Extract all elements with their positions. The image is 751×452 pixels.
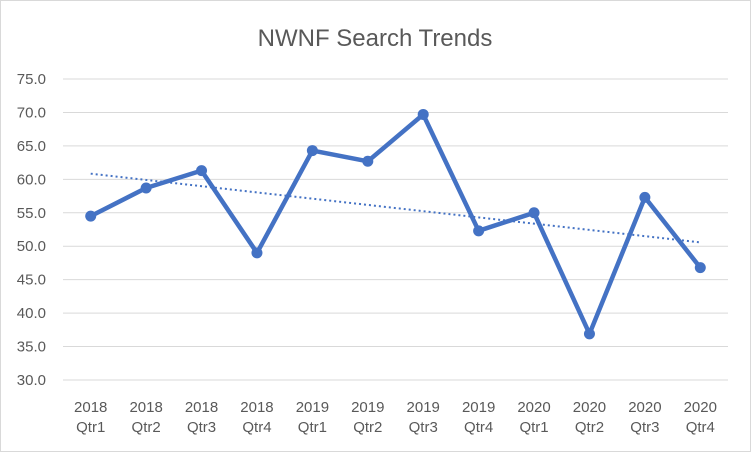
trendline [90, 172, 701, 244]
x-tick-label: 2020 Qtr2 [573, 399, 606, 436]
data-point [473, 225, 485, 237]
data-point [306, 145, 318, 157]
y-tick-label: 45.0 [17, 272, 46, 289]
y-tick-label: 70.0 [17, 104, 46, 121]
y-tick-label: 50.0 [17, 238, 46, 255]
data-point [528, 207, 540, 219]
chart-title: NWNF Search Trends [258, 25, 493, 52]
trendline-layer [90, 172, 701, 244]
data-point [583, 328, 595, 340]
x-tick-label: 2019 Qtr2 [351, 399, 384, 436]
data-point [251, 247, 263, 259]
x-tick-label: 2019 Qtr4 [462, 399, 495, 436]
y-tick-label: 55.0 [17, 205, 46, 222]
data-point [639, 191, 651, 203]
y-tick-label: 65.0 [17, 138, 46, 155]
x-tick-label: 2018 Qtr1 [74, 399, 107, 436]
data-point [140, 182, 152, 194]
x-tick-label: 2019 Qtr3 [407, 399, 440, 436]
x-axis-ticks: 2018 Qtr1 2018 Qtr2 2018 Qtr3 2018 Qtr4 2019 Qtr1… [74, 399, 717, 436]
data-point [694, 262, 706, 274]
x-tick-label: 2020 Qtr3 [628, 399, 661, 436]
y-tick-label: 75.0 [17, 71, 46, 88]
y-axis-ticks: 30.0 35.0 40.0 45.0 50.0 55.0 60.0 65.0 70.0 75.0 [17, 71, 46, 389]
gridlines [63, 78, 728, 381]
data-point [417, 108, 429, 120]
x-tick-label: 2020 Qtr4 [684, 399, 717, 436]
x-tick-label: 2020 Qtr1 [517, 399, 550, 436]
data-point [196, 165, 208, 177]
y-tick-label: 60.0 [17, 171, 46, 188]
x-tick-label: 2019 Qtr1 [296, 399, 329, 436]
y-tick-label: 30.0 [17, 372, 46, 389]
x-tick-label: 2018 Qtr4 [240, 399, 273, 436]
x-tick-label: 2018 Qtr3 [185, 399, 218, 436]
y-tick-label: 40.0 [17, 305, 46, 322]
series-line [88, 112, 703, 337]
data-point [362, 155, 374, 167]
series-layer [85, 108, 706, 340]
x-tick-label: 2018 Qtr2 [129, 399, 162, 436]
data-point [85, 210, 97, 222]
y-tick-label: 35.0 [17, 339, 46, 356]
